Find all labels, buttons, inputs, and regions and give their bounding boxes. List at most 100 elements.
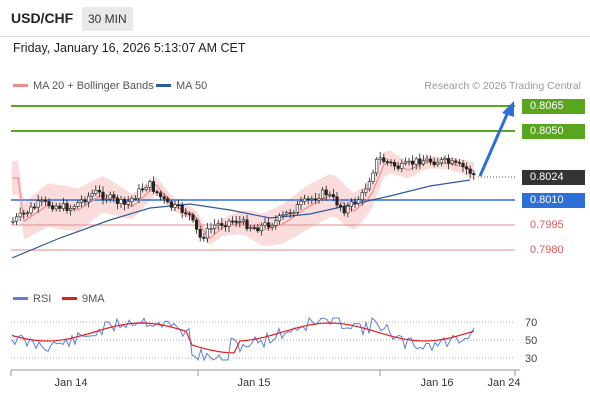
candle-body	[454, 160, 458, 163]
candle-body	[29, 206, 33, 214]
candle-body	[151, 181, 156, 192]
candle-body	[249, 227, 253, 230]
candle-body	[472, 173, 476, 176]
candle-body	[414, 158, 418, 165]
candle-body	[349, 201, 354, 207]
level-tag-0.7980: 0.7980	[530, 244, 564, 256]
legend-9ma: 9MA	[62, 293, 105, 305]
candle-body	[137, 188, 141, 199]
candle-body	[446, 158, 451, 164]
candle-body	[177, 204, 181, 206]
candle-body	[50, 205, 55, 210]
candle-body	[126, 201, 130, 205]
candle-body	[105, 198, 109, 201]
candle-body	[11, 220, 15, 223]
candle-body	[392, 162, 397, 167]
candle-body	[216, 223, 220, 226]
level-tag-0.8065: 0.8065	[522, 99, 585, 114]
timeframe-button[interactable]: 30 MIN	[82, 7, 133, 31]
candle-body	[169, 201, 174, 208]
bollinger-band	[12, 150, 474, 247]
candle-body	[367, 181, 372, 190]
candle-body	[317, 198, 321, 201]
timestamp: Friday, January 16, 2026 5:13:07 AM CET	[13, 41, 246, 55]
candle-body	[295, 204, 300, 213]
candle-body	[421, 160, 426, 165]
candle-body	[94, 189, 98, 194]
candle-body	[306, 198, 310, 201]
candle-body	[195, 219, 199, 230]
candle-body	[324, 189, 328, 196]
candle-body	[378, 157, 382, 160]
candle-body	[331, 194, 336, 198]
candle-body	[25, 212, 30, 215]
candle-body	[234, 220, 238, 223]
candle-body	[428, 158, 433, 163]
candle-body	[252, 227, 256, 229]
candle-body	[148, 181, 152, 188]
candle-body	[342, 206, 346, 214]
rsi-ma-line	[11, 322, 475, 354]
candle-body	[328, 194, 332, 196]
candle-body	[162, 196, 166, 199]
candle-body	[36, 200, 40, 208]
9ma-swatch-icon	[62, 296, 77, 300]
candle-body	[61, 203, 65, 209]
candle-body	[220, 223, 224, 226]
candle-body	[231, 220, 235, 223]
candle-body	[18, 212, 22, 218]
candlesticks	[11, 151, 476, 243]
candle-body	[141, 188, 145, 191]
candle-body	[202, 237, 206, 239]
candle-body	[371, 172, 375, 182]
candle-body	[374, 158, 379, 174]
candle-body	[108, 194, 112, 200]
candle-body	[83, 199, 87, 203]
candle-body	[432, 161, 436, 166]
candle-body	[184, 212, 188, 215]
candle-body	[320, 189, 325, 199]
candle-body	[436, 162, 440, 166]
candle-body	[40, 199, 44, 202]
candle-body	[112, 194, 116, 199]
candle-body	[159, 192, 163, 198]
x-label-jan14: Jan 14	[54, 377, 87, 389]
header-divider	[0, 36, 590, 37]
candle-body	[119, 199, 123, 204]
candle-body	[180, 205, 184, 213]
ma20-swatch-icon	[13, 83, 28, 87]
candle-body	[198, 229, 202, 238]
candle-body	[418, 158, 422, 165]
candle-body	[281, 214, 285, 216]
level-tag-0.8010: 0.8010	[522, 193, 585, 208]
current-price-tag: 0.8024	[522, 170, 585, 185]
candle-body	[266, 222, 271, 228]
candle-body	[101, 191, 105, 200]
candle-body	[302, 198, 307, 202]
candle-body	[166, 198, 170, 203]
candle-body	[144, 187, 148, 190]
candle-body	[292, 212, 296, 214]
candle-body	[274, 220, 278, 226]
candle-body	[259, 224, 264, 232]
candle-body	[403, 161, 408, 164]
candle-body	[461, 162, 465, 168]
candle-body	[205, 228, 210, 239]
candle-body	[241, 219, 246, 222]
candle-body	[191, 214, 195, 221]
candle-body	[115, 197, 119, 204]
candle-body	[270, 225, 274, 228]
candle-body	[313, 198, 318, 201]
level-tag-0.7995: 0.7995	[530, 219, 564, 231]
candle-body	[284, 212, 289, 215]
level-tag-0.8050: 0.8050	[522, 124, 585, 139]
x-label-jan16: Jan 16	[420, 377, 453, 389]
candle-body	[410, 160, 415, 165]
candle-body	[389, 161, 393, 164]
candle-body	[43, 199, 47, 202]
candle-body	[32, 206, 37, 209]
candle-body	[15, 216, 19, 222]
candle-body	[76, 202, 80, 207]
candle-body	[346, 206, 350, 214]
